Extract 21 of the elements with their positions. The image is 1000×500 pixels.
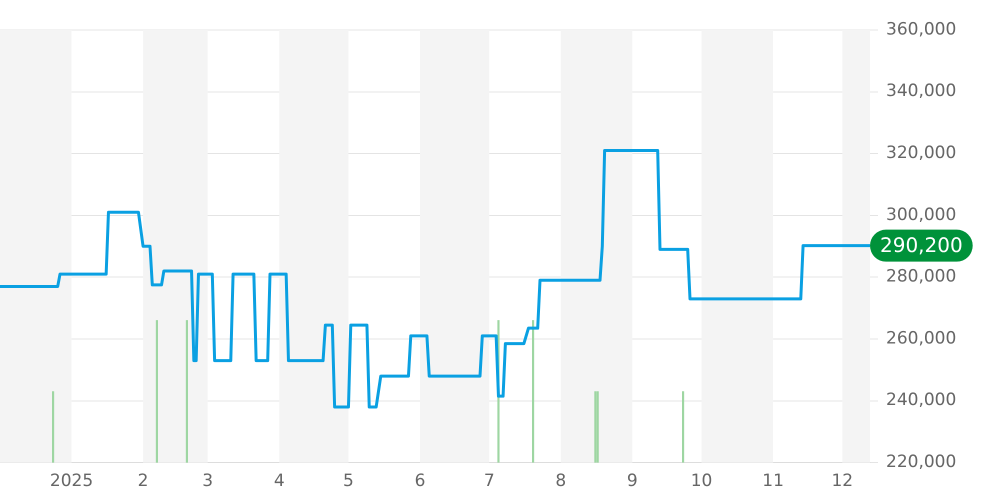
x-tick-label: 2 — [138, 471, 148, 492]
y-tick-label: 340,000 — [886, 81, 956, 102]
x-tick-label: 12 — [831, 471, 854, 492]
x-tick-label: 6 — [414, 471, 426, 492]
y-tick-label: 220,000 — [886, 452, 956, 472]
x-tick-label: 2025 — [50, 471, 94, 492]
x-tick-label: 9 — [626, 471, 638, 492]
x-tick-label: 5 — [343, 471, 354, 492]
y-tick-label: 360,000 — [886, 19, 956, 40]
y-tick-label: 260,000 — [886, 328, 956, 348]
x-tick-label: 8 — [555, 471, 566, 492]
y-tick-label: 320,000 — [886, 143, 956, 164]
x-tick-label: 3 — [202, 471, 214, 492]
y-tick-label: 280,000 — [886, 266, 956, 287]
x-tick-label: 4 — [274, 471, 285, 492]
y-tick-label: 240,000 — [886, 390, 956, 410]
y-tick-label: 300,000 — [886, 204, 956, 225]
x-tick-label: 10 — [690, 471, 712, 492]
annotation: 290,200 — [880, 232, 963, 257]
x-tick-label: 7 — [484, 471, 495, 492]
x-tick-label: 11 — [762, 471, 784, 492]
